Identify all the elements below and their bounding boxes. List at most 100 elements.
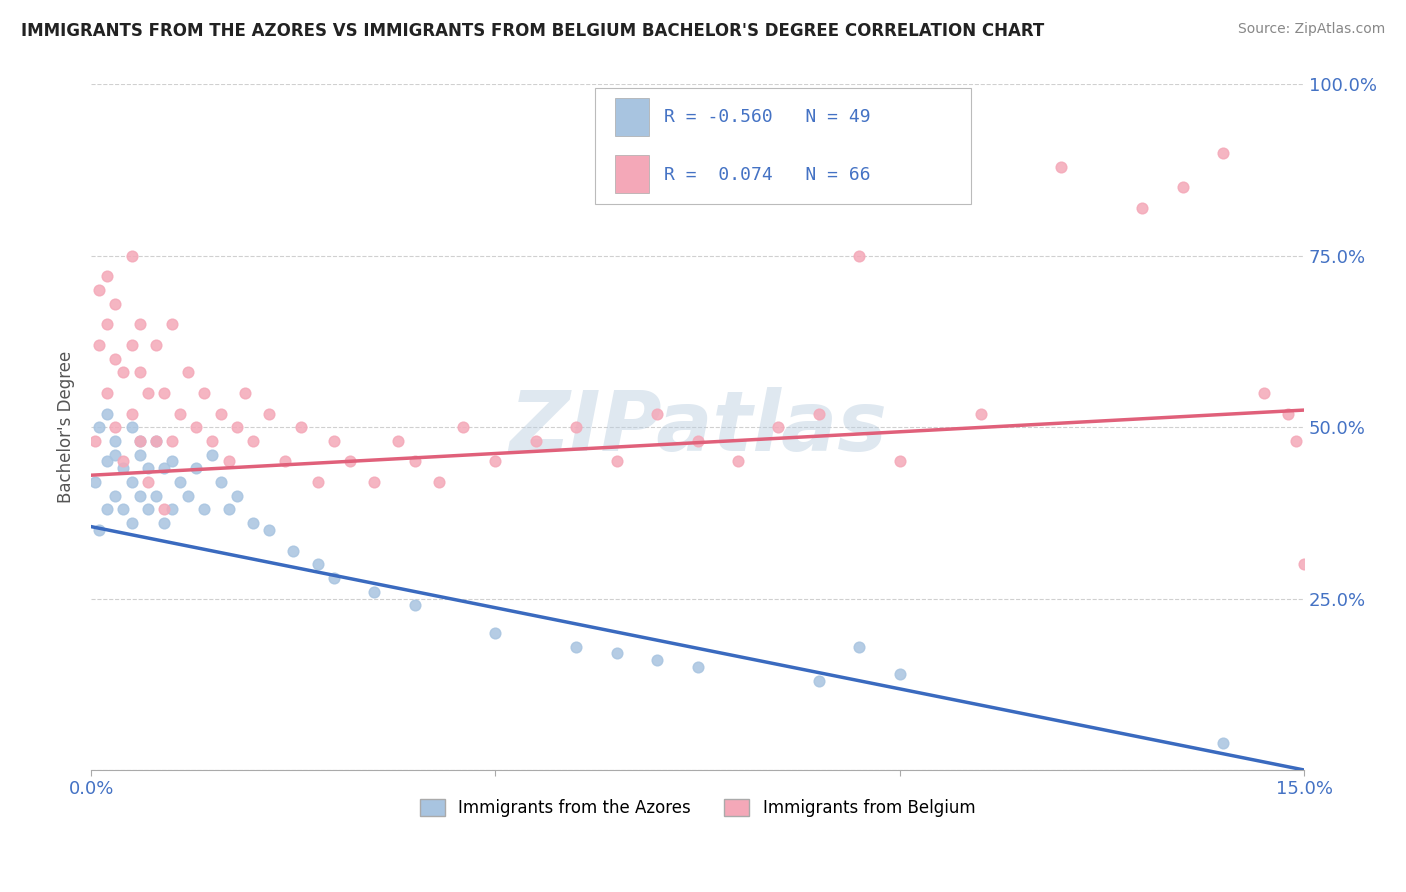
- Point: [484, 454, 506, 468]
- Point: [145, 338, 167, 352]
- Text: R =  0.074   N = 66: R = 0.074 N = 66: [664, 166, 870, 184]
- Point: [1277, 407, 1299, 421]
- Point: [89, 420, 111, 434]
- Point: [121, 420, 143, 434]
- Point: [112, 502, 135, 516]
- Point: [186, 420, 208, 434]
- Point: [484, 626, 506, 640]
- Point: [104, 351, 127, 366]
- Point: [153, 502, 176, 516]
- FancyBboxPatch shape: [595, 88, 970, 204]
- Point: [136, 461, 159, 475]
- Point: [606, 647, 628, 661]
- Point: [322, 434, 344, 448]
- Point: [169, 475, 191, 489]
- Point: [96, 454, 118, 468]
- Point: [404, 454, 426, 468]
- Point: [104, 297, 127, 311]
- Point: [84, 475, 107, 489]
- Point: [242, 516, 264, 531]
- Point: [153, 386, 176, 401]
- Point: [177, 489, 200, 503]
- Point: [136, 386, 159, 401]
- Point: [121, 407, 143, 421]
- Text: Source: ZipAtlas.com: Source: ZipAtlas.com: [1237, 22, 1385, 37]
- Point: [128, 318, 150, 332]
- Bar: [616, 155, 650, 193]
- Point: [136, 475, 159, 489]
- Point: [889, 454, 911, 468]
- Point: [1253, 386, 1275, 401]
- Point: [686, 434, 709, 448]
- Point: [84, 434, 107, 448]
- Point: [339, 454, 361, 468]
- Point: [606, 454, 628, 468]
- Point: [160, 434, 183, 448]
- Point: [104, 448, 127, 462]
- Point: [160, 502, 183, 516]
- Point: [121, 475, 143, 489]
- Point: [807, 673, 830, 688]
- Point: [404, 599, 426, 613]
- Point: [889, 667, 911, 681]
- Point: [1294, 558, 1316, 572]
- Point: [96, 407, 118, 421]
- Point: [1285, 434, 1308, 448]
- Point: [645, 653, 668, 667]
- Point: [89, 283, 111, 297]
- Point: [524, 434, 547, 448]
- Point: [89, 338, 111, 352]
- Point: [128, 434, 150, 448]
- Point: [209, 407, 232, 421]
- Point: [96, 318, 118, 332]
- Point: [307, 558, 329, 572]
- Point: [1212, 735, 1234, 749]
- Point: [201, 448, 224, 462]
- Point: [112, 454, 135, 468]
- Point: [387, 434, 409, 448]
- Point: [193, 502, 215, 516]
- Point: [274, 454, 297, 468]
- Text: R = -0.560   N = 49: R = -0.560 N = 49: [664, 108, 870, 127]
- Point: [145, 434, 167, 448]
- Point: [145, 489, 167, 503]
- Point: [1171, 180, 1194, 194]
- Point: [848, 640, 870, 654]
- Text: ZIPatlas: ZIPatlas: [509, 387, 887, 467]
- Point: [96, 386, 118, 401]
- Point: [727, 454, 749, 468]
- Point: [136, 502, 159, 516]
- Point: [121, 516, 143, 531]
- Point: [128, 434, 150, 448]
- Point: [169, 407, 191, 421]
- Point: [1050, 160, 1073, 174]
- Point: [121, 338, 143, 352]
- Point: [128, 448, 150, 462]
- Point: [177, 365, 200, 379]
- Point: [645, 407, 668, 421]
- Legend: Immigrants from the Azores, Immigrants from Belgium: Immigrants from the Azores, Immigrants f…: [413, 792, 981, 823]
- Point: [307, 475, 329, 489]
- Point: [160, 454, 183, 468]
- Point: [565, 640, 588, 654]
- Point: [209, 475, 232, 489]
- Point: [104, 489, 127, 503]
- Point: [153, 516, 176, 531]
- Point: [160, 318, 183, 332]
- Point: [848, 249, 870, 263]
- Point: [427, 475, 450, 489]
- Point: [283, 543, 305, 558]
- Text: IMMIGRANTS FROM THE AZORES VS IMMIGRANTS FROM BELGIUM BACHELOR'S DEGREE CORRELAT: IMMIGRANTS FROM THE AZORES VS IMMIGRANTS…: [21, 22, 1045, 40]
- Point: [686, 660, 709, 674]
- Point: [225, 489, 247, 503]
- Point: [104, 420, 127, 434]
- Point: [112, 461, 135, 475]
- Point: [128, 365, 150, 379]
- Point: [322, 571, 344, 585]
- Bar: [616, 98, 650, 136]
- Point: [807, 407, 830, 421]
- Point: [225, 420, 247, 434]
- Point: [565, 420, 588, 434]
- Point: [153, 461, 176, 475]
- Point: [257, 523, 280, 537]
